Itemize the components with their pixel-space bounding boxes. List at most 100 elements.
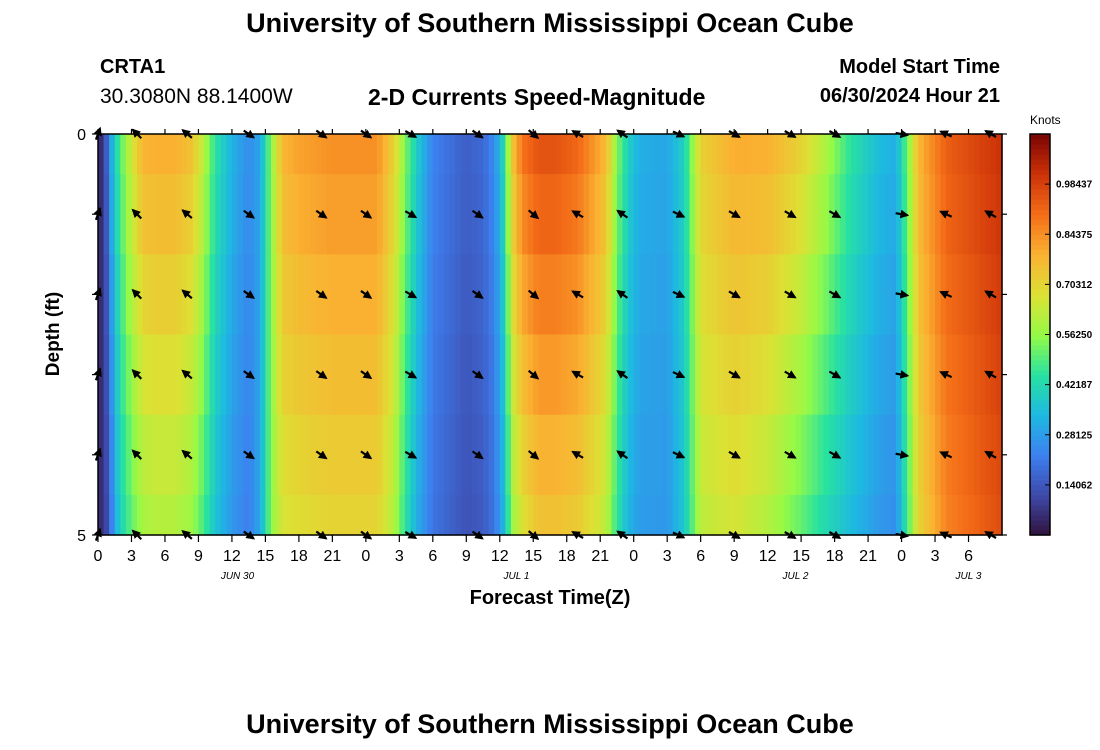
colorbar-segment — [1030, 309, 1050, 316]
heatmap-cell — [522, 174, 529, 255]
heatmap-cell — [449, 134, 456, 175]
heatmap-cell — [711, 414, 719, 496]
heatmap-cell — [522, 134, 529, 175]
heatmap-cell — [125, 494, 133, 536]
heatmap-cell — [778, 334, 785, 416]
heatmap-cell — [605, 494, 612, 536]
heatmap-cell — [159, 134, 166, 175]
heatmap-cell — [538, 414, 546, 496]
heatmap-cell — [270, 494, 278, 536]
heatmap-cell — [739, 494, 746, 536]
heatmap-cell — [282, 334, 289, 416]
heatmap-cell — [270, 414, 278, 496]
heatmap-cell — [220, 134, 227, 175]
heatmap-cell — [996, 254, 1003, 336]
heatmap-cell — [572, 494, 579, 536]
heatmap-cell — [689, 174, 696, 255]
heatmap-cell — [198, 174, 205, 255]
heatmap-cell — [996, 414, 1003, 496]
heatmap-cell — [510, 174, 518, 255]
heatmap-cell — [890, 254, 897, 336]
colorbar-segment — [1030, 174, 1050, 180]
heatmap-cell — [974, 414, 981, 496]
heatmap-cell — [583, 494, 590, 536]
heatmap-cell — [522, 414, 529, 496]
heatmap-cell — [550, 414, 557, 496]
x-tick-label: 0 — [897, 548, 906, 565]
heatmap-cell — [505, 414, 512, 496]
heatmap-cell — [929, 494, 936, 536]
heatmap-cell — [304, 134, 311, 175]
direction-arrow — [828, 450, 842, 459]
heatmap-cell — [187, 494, 194, 536]
heatmap-cell — [745, 414, 752, 496]
heatmap-cell — [985, 494, 992, 536]
colorbar-segment — [1030, 324, 1050, 331]
heatmap-cell — [935, 174, 942, 255]
heatmap-cell — [142, 134, 149, 175]
heatmap-cell — [438, 254, 445, 336]
heatmap-cell — [711, 254, 719, 336]
heatmap-cell — [616, 494, 624, 536]
heatmap-cell — [912, 254, 919, 336]
heatmap-cell — [438, 334, 445, 416]
heatmap-cell — [282, 494, 289, 536]
heatmap-cell — [204, 414, 211, 496]
heatmap-cell — [237, 494, 244, 536]
colorbar-segment — [1030, 179, 1050, 185]
heatmap-cell — [293, 254, 300, 336]
heatmap-cell — [164, 414, 172, 496]
direction-arrow — [728, 290, 741, 299]
direction-arrow — [728, 370, 741, 379]
heatmap-cell — [633, 254, 640, 336]
heatmap-cell — [388, 414, 395, 496]
heatmap-cell — [215, 334, 222, 416]
heatmap-cell — [109, 174, 116, 255]
heatmap-cell — [270, 334, 278, 416]
heatmap-cell — [555, 494, 562, 536]
heatmap-cell — [466, 334, 473, 416]
heatmap-cell — [114, 414, 121, 496]
heatmap-cell — [589, 134, 596, 175]
heatmap-cell — [226, 494, 233, 536]
heatmap-cell — [907, 334, 914, 416]
heatmap-cell — [946, 134, 953, 175]
direction-arrow — [471, 209, 484, 219]
heatmap-cell — [650, 254, 657, 336]
heatmap-cell — [192, 494, 200, 536]
heatmap-cell — [455, 414, 462, 496]
heatmap-cell — [661, 334, 668, 416]
heatmap-cell — [310, 254, 317, 336]
heatmap-cell — [460, 494, 467, 536]
colorbar-segment — [1030, 354, 1050, 361]
heatmap-cell — [912, 414, 919, 496]
heatmap-cell — [868, 134, 875, 175]
heatmap-cell — [890, 134, 897, 175]
heatmap-cell — [555, 174, 562, 255]
heatmap-cell — [639, 334, 646, 416]
heatmap-cell — [689, 334, 696, 416]
heatmap-cell — [935, 494, 942, 536]
heatmap-cell — [577, 134, 585, 175]
colorbar-segment — [1030, 459, 1050, 466]
heatmap-cell — [722, 254, 730, 336]
heatmap-cell — [812, 254, 819, 336]
heatmap-cell — [164, 494, 172, 536]
heatmap-cell — [561, 494, 568, 536]
heatmap-cell — [176, 174, 183, 255]
heatmap-cell — [990, 134, 998, 175]
x-tick-label: 21 — [591, 548, 609, 565]
heatmap-cell — [371, 174, 378, 255]
heatmap-cell — [209, 414, 216, 496]
heatmap-cell — [287, 134, 294, 175]
colorbar-segment — [1030, 254, 1050, 260]
heatmap-cell — [890, 494, 897, 536]
x-tick-label: 0 — [361, 548, 370, 565]
direction-arrow — [616, 450, 629, 460]
heatmap-cell — [605, 174, 612, 255]
date-label: JUN 30 — [220, 571, 255, 582]
colorbar-segment — [1030, 524, 1050, 531]
x-tick-label: 3 — [127, 548, 136, 565]
heatmap-cell — [243, 494, 250, 536]
direction-arrow — [404, 290, 418, 299]
